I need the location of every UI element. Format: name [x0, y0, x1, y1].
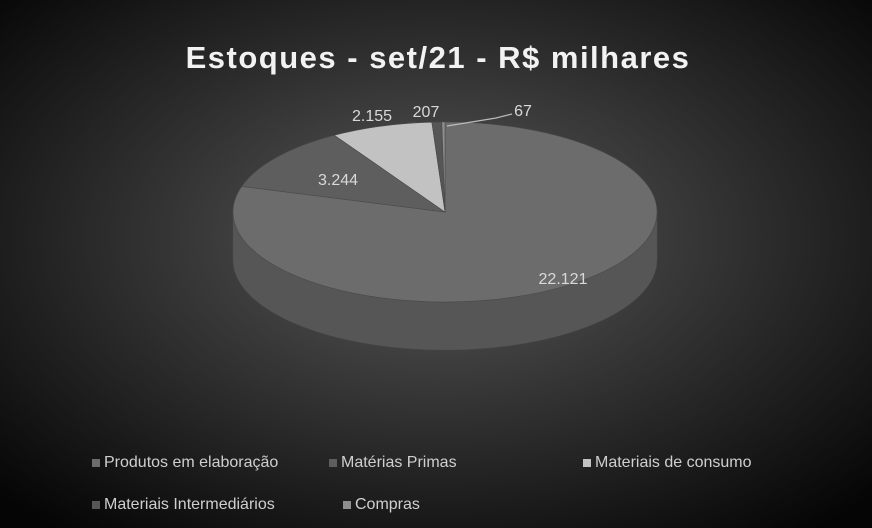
data-label: 2.155 [352, 108, 392, 125]
data-label: 67 [514, 103, 532, 120]
legend-label: Materiais Intermediários [104, 496, 275, 513]
leader-line [446, 113, 513, 127]
slice [232, 121, 658, 303]
slice [441, 121, 446, 213]
legend-marker [92, 459, 100, 467]
legend-marker [92, 501, 100, 509]
legend-label: Produtos em elaboração [104, 454, 278, 471]
legend-label: Matérias Primas [341, 454, 457, 471]
legend-marker [583, 459, 591, 467]
data-label: 207 [413, 104, 440, 121]
chart-title: Estoques - set/21 - R$ milhares [186, 40, 691, 75]
slice [333, 121, 446, 213]
legend-label: Compras [355, 496, 420, 513]
slice [241, 134, 446, 213]
data-label: 3.244 [318, 172, 358, 189]
legend-marker [329, 459, 337, 467]
data-label: 22.121 [539, 271, 588, 288]
legend-marker [343, 501, 351, 509]
legend-label: Materiais de consumo [595, 454, 752, 471]
